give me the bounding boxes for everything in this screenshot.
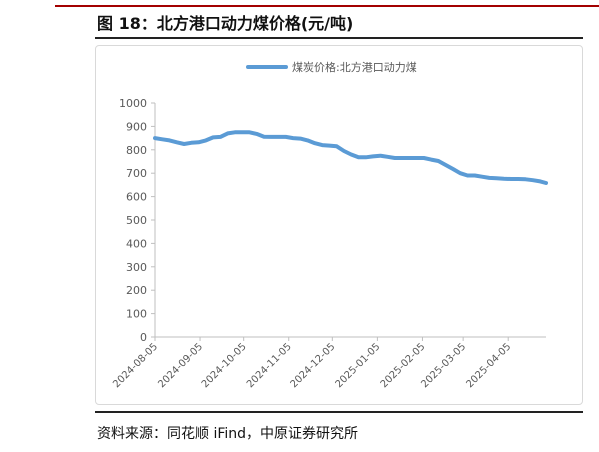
data-point xyxy=(393,157,396,160)
data-point xyxy=(313,142,316,145)
data-point xyxy=(183,143,186,146)
data-point xyxy=(372,155,375,158)
data-point xyxy=(545,182,548,185)
x-tick-label: 2025-04-05 xyxy=(464,341,513,390)
data-point xyxy=(154,137,157,140)
legend-label: 煤炭价格:北方港口动力煤 xyxy=(292,60,417,74)
data-point xyxy=(386,155,389,158)
data-point xyxy=(539,180,542,183)
y-tick-label: 300 xyxy=(126,261,147,274)
data-point xyxy=(255,132,258,135)
y-tick-label: 400 xyxy=(126,237,147,250)
data-point xyxy=(408,157,411,160)
data-point xyxy=(488,176,491,179)
data-point xyxy=(197,141,200,144)
x-tick-label: 2024-09-05 xyxy=(156,341,205,390)
x-tick-label: 2024-11-05 xyxy=(245,341,294,390)
y-tick-label: 1000 xyxy=(119,97,147,110)
data-point xyxy=(292,137,295,140)
data-point xyxy=(248,131,251,134)
data-point xyxy=(328,144,331,147)
data-point xyxy=(495,177,498,180)
data-point xyxy=(219,135,222,138)
data-point xyxy=(335,145,338,148)
data-point xyxy=(517,178,520,181)
data-point xyxy=(437,160,440,163)
data-point xyxy=(401,157,404,160)
data-point xyxy=(277,135,280,138)
title-rule xyxy=(95,37,583,39)
data-point xyxy=(422,157,425,160)
data-point xyxy=(270,135,273,138)
data-point xyxy=(175,141,178,144)
data-point xyxy=(524,178,527,181)
data-point xyxy=(473,174,476,177)
data-point xyxy=(444,164,447,167)
y-tick-label: 100 xyxy=(126,308,147,321)
data-point xyxy=(204,139,207,142)
data-point xyxy=(212,136,215,139)
source-note: 资料来源：同花顺 iFind，中原证券研究所 xyxy=(97,426,359,442)
data-point xyxy=(263,135,266,138)
data-point xyxy=(190,141,193,144)
data-point xyxy=(364,156,367,159)
data-point xyxy=(233,131,236,134)
top-accent-rule xyxy=(55,5,599,7)
x-tick-label: 2025-01-05 xyxy=(334,341,383,390)
bottom-rule xyxy=(95,411,583,413)
data-point xyxy=(306,139,309,142)
x-tick-label: 2024-12-05 xyxy=(289,341,338,390)
data-point xyxy=(299,137,302,140)
data-point xyxy=(241,131,244,134)
data-point xyxy=(343,150,346,153)
data-point xyxy=(466,174,469,177)
data-point xyxy=(502,177,505,180)
y-tick-label: 900 xyxy=(126,120,147,133)
x-tick-label: 2024-10-05 xyxy=(200,341,249,390)
data-point xyxy=(531,179,534,182)
data-point xyxy=(226,132,229,135)
figure-title: 图 18：北方港口动力煤价格(元/吨) xyxy=(97,14,354,33)
x-tick-label: 2024-08-05 xyxy=(111,341,160,390)
y-tick-label: 0 xyxy=(140,331,147,344)
data-point xyxy=(510,178,513,181)
data-point xyxy=(379,154,382,157)
data-point xyxy=(430,158,433,161)
data-point xyxy=(321,144,324,147)
chart-frame xyxy=(95,45,583,405)
data-point xyxy=(452,168,455,171)
data-point xyxy=(350,153,353,156)
y-tick-label: 800 xyxy=(126,144,147,157)
data-point xyxy=(284,135,287,138)
data-point xyxy=(168,139,171,142)
y-tick-label: 200 xyxy=(126,284,147,297)
data-point xyxy=(481,175,484,178)
data-point xyxy=(415,157,418,160)
y-tick-label: 700 xyxy=(126,167,147,180)
series-line xyxy=(153,130,548,185)
data-point xyxy=(459,172,462,175)
y-tick-label: 500 xyxy=(126,214,147,227)
y-tick-label: 600 xyxy=(126,191,147,204)
data-point xyxy=(357,156,360,159)
data-point xyxy=(161,138,164,141)
